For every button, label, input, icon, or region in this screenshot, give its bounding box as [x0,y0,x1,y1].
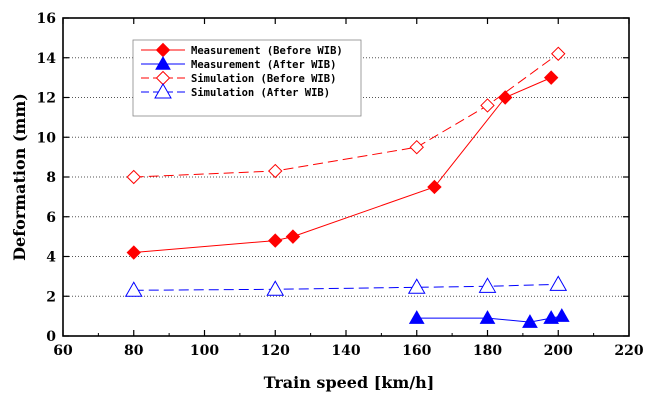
data-point-simulation-before-wib-2 [409,139,424,155]
data-point-measurement-after-wib-0 [408,310,425,324]
axes: 60 80 100 120 140 160 180 200 220 0 2 4 6 8 10 12 14 16 [37,11,644,359]
data-point-simulation-after-wib-2 [407,278,426,294]
x-tick-label-180: 180 [473,343,502,359]
data-point-simulation-before-wib-3 [480,98,495,113]
x-tick-label-140: 140 [331,343,360,359]
y-tick-label-8: 8 [46,170,56,186]
data-point-simulation-after-wib-4 [549,275,568,291]
data-point-measurement-before-wib-2 [285,229,301,244]
data-point-simulation-after-wib-3 [478,277,497,293]
data-point-measurement-after-wib-3 [543,310,560,324]
data-point-measurement-before-wib-0 [126,245,141,260]
series-simulation-after-wib [124,275,568,297]
y-tick-label-0: 0 [46,329,56,345]
data-point-simulation-before-wib-0 [126,169,141,185]
data-point-measurement-after-wib-2 [522,314,538,328]
y-tick-label-16: 16 [37,11,56,27]
legend-label-measurement-before-wib: Measurement (Before WIB) [191,45,343,57]
series-simulation-before-wib [126,46,566,185]
data-point-measurement-before-wib-4 [497,90,513,105]
series-measurement-after-wib [408,308,570,328]
x-tick-label-80: 80 [124,343,144,359]
data-point-measurement-before-wib-1 [268,233,283,248]
y-tick-label-14: 14 [37,51,57,67]
data-point-simulation-after-wib-1 [266,280,285,296]
legend-item-measurement-after-wib: Measurement (After WIB) [141,55,336,71]
series-layer [124,46,570,328]
y-axis-title: Deformation (mm) [10,93,29,261]
y-tick-label-10: 10 [37,130,57,146]
y-tick-label-6: 6 [46,210,56,226]
legend: Measurement (Before WIB) Measurement (Aft… [132,39,362,117]
data-point-measurement-before-wib-3 [427,179,442,195]
data-point-simulation-before-wib-4 [551,46,566,61]
series-line-simulation-after-wib [133,283,559,291]
x-tick-label-100: 100 [190,343,219,359]
legend-marker-simulation-after-wib [154,82,172,99]
data-point-measurement-after-wib-1 [479,310,496,324]
x-tick-label-60: 60 [53,343,73,359]
legend-marker-measurement-after-wib [155,55,171,70]
legend-label-simulation-after-wib: Simulation (After WIB) [191,87,330,99]
x-tick-label-200: 200 [544,343,573,359]
legend-item-simulation-after-wib: Simulation (After WIB) [141,82,330,99]
y-tick-label-12: 12 [37,91,56,107]
x-tick-label-160: 160 [402,343,431,359]
data-point-measurement-after-wib-4 [553,308,570,322]
y-tick-label-4: 4 [46,250,56,266]
series-measurement-before-wib [126,70,559,260]
data-point-simulation-before-wib-1 [268,163,283,179]
data-point-simulation-after-wib-0 [124,281,143,297]
y-tick-label-2: 2 [46,289,56,305]
legend-label-measurement-after-wib: Measurement (After WIB) [191,59,336,71]
x-axis-title: Train speed [km/h] [264,373,435,392]
series-line-measurement-before-wib [133,77,552,254]
legend-label-simulation-before-wib: Simulation (Before WIB) [191,73,336,85]
data-point-measurement-before-wib-5 [543,70,559,85]
x-tick-label-120: 120 [261,343,290,359]
x-tick-label-220: 220 [614,343,643,359]
